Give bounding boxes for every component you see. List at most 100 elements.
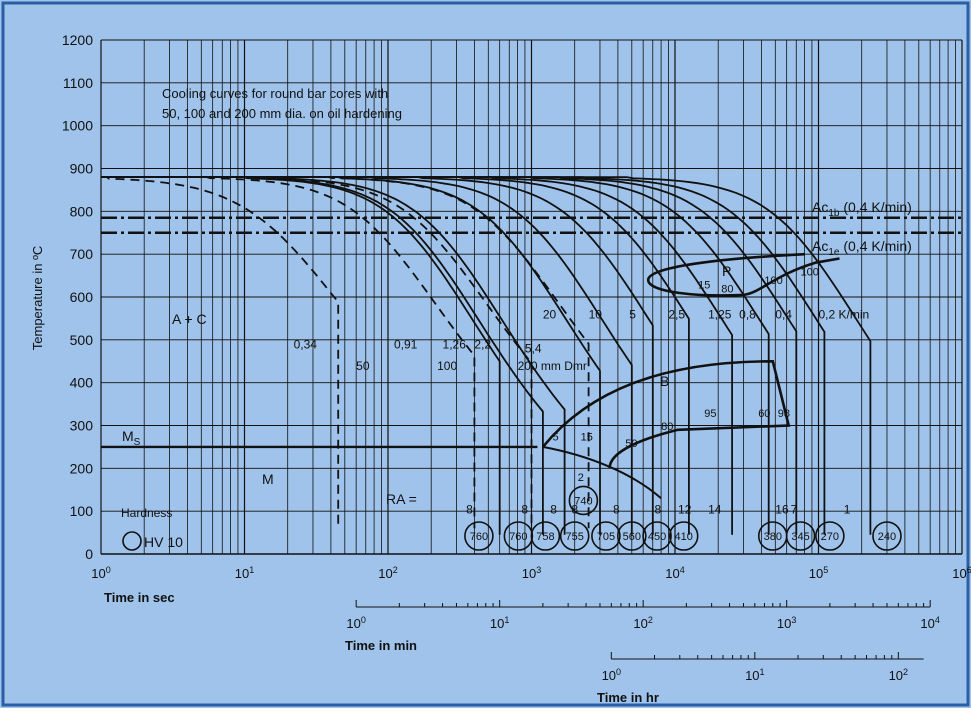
x-tick-label-seconds: 100	[91, 565, 110, 581]
y-tick-label: 700	[70, 246, 94, 262]
retained-austenite-value: 8	[521, 502, 528, 516]
hardness-value: 760	[470, 531, 488, 543]
x-tick-label-minutes: 104	[920, 615, 939, 631]
phase-percent-label: 15	[581, 431, 593, 443]
bainite-region	[541, 359, 791, 469]
cooling-rate-label: 0,91	[394, 337, 418, 351]
cooling-rate-label: 2,5	[668, 307, 685, 321]
hardness-circle	[668, 521, 699, 551]
phase-percent-label: 2	[578, 472, 584, 484]
cooling-rate-label: 0,34	[294, 337, 318, 351]
hardness-value: 240	[878, 531, 896, 543]
x-tick-label-minutes: 103	[777, 615, 796, 631]
y-tick-label: 1000	[62, 118, 93, 134]
retained-austenite-label: RA =	[386, 491, 417, 507]
retained-austenite-value: 8	[550, 502, 557, 516]
x-tick-label-hours: 101	[745, 667, 764, 683]
grid: 0100200300400500600700800900100011001200…	[62, 32, 971, 683]
hardness-value: 760	[509, 531, 527, 543]
y-tick-label: 800	[70, 203, 94, 219]
hardness-value: 705	[597, 531, 615, 543]
cooling-curve	[101, 176, 533, 529]
hardness-value: 270	[821, 531, 839, 543]
hardness-circle	[642, 521, 672, 551]
retained-austenite-value: 1	[844, 502, 851, 516]
y-tick-label: 200	[70, 460, 94, 476]
x-axis-label-seconds: Time in sec	[104, 590, 175, 605]
cooling-rate-label: 0,2 K/min	[819, 307, 870, 321]
hardness-value: 380	[764, 531, 782, 543]
x-tick-label-seconds: 104	[665, 565, 684, 581]
cooling-curve	[101, 176, 872, 535]
cooling-rate-label: 0,4	[775, 307, 792, 321]
hardness-value: 740	[574, 495, 592, 507]
phase-percent-label: 5	[552, 431, 558, 443]
hardness-circle	[617, 521, 647, 551]
cooling-rate-label: 20	[543, 307, 557, 321]
cooling-curve	[101, 176, 340, 529]
y-axis-label: Temperature in ºC	[30, 246, 45, 350]
hardness-legend-circle-icon	[122, 531, 142, 551]
x-tick-label-hours: 102	[889, 667, 908, 683]
phase-percent-label: 95	[704, 408, 716, 420]
phase-percent-label: 50	[625, 438, 637, 450]
phase-label-austenite-carbide: A + C	[172, 311, 207, 327]
cooling-rate-label: 50	[356, 359, 370, 373]
hardness-value: 758	[536, 531, 554, 543]
y-tick-label: 0	[85, 546, 93, 562]
annotation-line-1: Cooling curves for round bar cores with	[162, 86, 388, 101]
retained-austenite-value: 8	[466, 502, 473, 516]
ac-label-1e: Ac1e (0,4 K/min)	[812, 238, 912, 258]
y-tick-label: 400	[70, 375, 94, 391]
martensite-finish-line	[542, 445, 662, 500]
y-tick-label: 300	[70, 418, 94, 434]
retained-austenite-value: 12	[678, 502, 692, 516]
ac-label-1b: Ac1b (0,4 K/min)	[812, 199, 912, 219]
chart-labels: 0,34 0,91 1,26 2,2 5,4 20 10 5 2,5 1,25 0,8 0,4 0,2 …	[294, 267, 902, 551]
cooling-rate-label: 1,25	[708, 307, 732, 321]
phase-percent-label: 80	[721, 284, 733, 296]
hardness-circle	[872, 521, 902, 551]
phase-percent-label: 100	[764, 275, 782, 287]
cooling-rate-label: 0,8	[739, 307, 756, 321]
retained-austenite-value: 8	[572, 502, 579, 516]
hardness-legend-label: HV 10	[144, 534, 183, 550]
cooling-rate-label: 1,26	[443, 337, 467, 351]
hardness-circle	[568, 485, 599, 516]
phase-percent-label: 98	[778, 408, 790, 420]
y-tick-label: 1100	[63, 75, 93, 91]
hardness-circle	[815, 521, 845, 551]
phase-label-martensite: M	[262, 471, 274, 487]
hardness-legend-title: Hardness	[121, 506, 172, 520]
y-tick-label: 100	[70, 503, 94, 519]
x-tick-label-minutes: 102	[633, 615, 652, 631]
phase-percent-label: 100	[801, 267, 819, 279]
phase-label-bainite: B	[660, 373, 669, 389]
retained-austenite-value: 14	[708, 502, 722, 516]
cooling-rate-label: 2,2	[474, 337, 491, 351]
x-tick-label-hours: 100	[602, 667, 621, 683]
phase-label-pearlite: P	[722, 263, 731, 279]
hardness-circle	[591, 521, 621, 551]
x-axis-label-hours: Time in hr	[597, 690, 659, 705]
hardness-value: 450	[648, 531, 666, 543]
cooling-rate-label: 10	[589, 307, 603, 321]
cooling-rate-label: 5	[629, 307, 636, 321]
hardness-value: 755	[566, 531, 584, 543]
cooling-curve	[101, 176, 590, 529]
x-tick-label-seconds: 101	[235, 565, 254, 581]
annotation-line-2: 50, 100 and 200 mm dia. on oil hardening	[162, 106, 402, 121]
ms-label: MS	[122, 428, 141, 448]
phase-regions	[541, 252, 840, 500]
hardness-value: 410	[675, 531, 693, 543]
cooling-curves	[101, 176, 872, 535]
cooling-rate-label: 100	[437, 359, 457, 373]
cooling-rate-label: 200 mm Dmr	[518, 359, 587, 373]
phase-percent-label: 60	[758, 408, 770, 420]
y-tick-label: 500	[70, 332, 94, 348]
x-tick-label-seconds: 102	[378, 565, 397, 581]
hardness-circle	[503, 521, 534, 551]
